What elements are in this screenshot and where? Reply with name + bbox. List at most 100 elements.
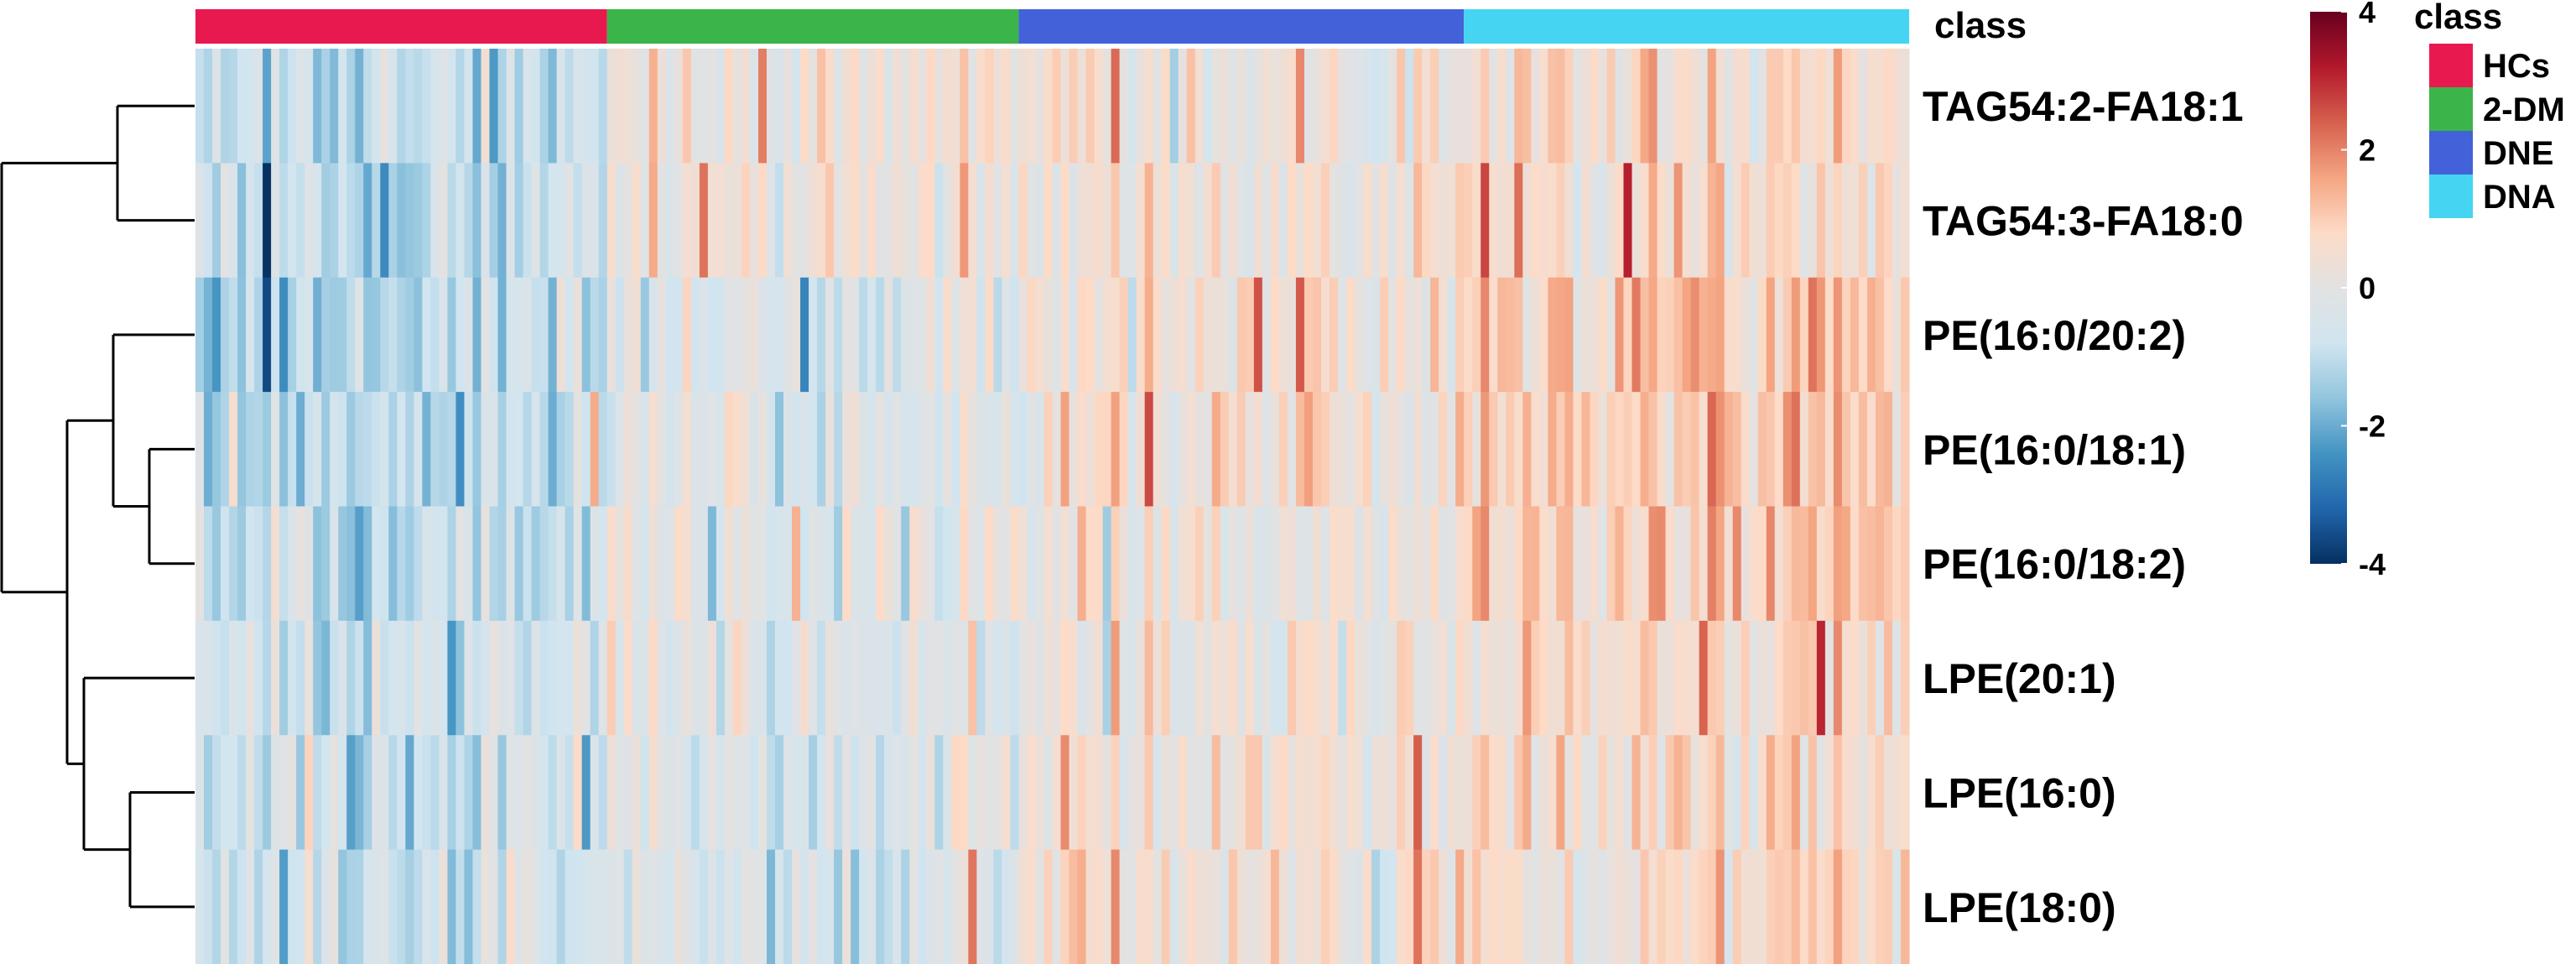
heatmap-cell — [993, 163, 1003, 279]
heatmap-cell — [1371, 735, 1381, 851]
heatmap-cell — [1304, 735, 1314, 851]
heatmap-cell — [1245, 49, 1255, 164]
heatmap-cell — [757, 506, 768, 622]
heatmap-cell — [1841, 392, 1851, 508]
heatmap-cell — [296, 735, 305, 851]
heatmap-cell — [321, 277, 330, 393]
heatmap-cell — [1169, 620, 1179, 736]
heatmap-cell — [1631, 506, 1642, 622]
heatmap-cell — [615, 849, 625, 964]
heatmap-cell — [380, 506, 389, 622]
heatmap-cell — [909, 392, 919, 508]
heatmap-cell — [859, 277, 868, 393]
heatmap-cell — [1741, 277, 1751, 393]
heatmap-cell — [1069, 506, 1079, 622]
heatmap-cell — [934, 49, 944, 164]
heatmap-cell — [1900, 49, 1910, 164]
legend-swatch — [2429, 44, 2473, 87]
heatmap-cell — [254, 849, 263, 964]
heatmap-cell — [355, 620, 364, 736]
heatmap-cell — [204, 163, 213, 279]
heatmap-cell — [229, 49, 238, 164]
heatmap-cell — [1808, 735, 1818, 851]
heatmap-cell — [1866, 163, 1876, 279]
heatmap-cell — [296, 49, 305, 164]
heatmap-cell — [1858, 277, 1868, 393]
heatmap-cell — [859, 506, 868, 622]
heatmap-cell — [1455, 849, 1465, 964]
heatmap-cell — [1615, 49, 1625, 164]
heatmap-cell — [1724, 620, 1734, 736]
heatmap-cell — [716, 849, 726, 964]
heatmap-cell — [1111, 277, 1121, 393]
heatmap-cell — [271, 49, 280, 164]
heatmap-cell — [1850, 277, 1860, 393]
heatmap-cell — [1774, 849, 1784, 964]
heatmap-cell — [1506, 735, 1515, 851]
heatmap-cell — [548, 49, 558, 164]
heatmap-cell — [615, 277, 625, 393]
heatmap-cell — [757, 277, 768, 393]
heatmap-cell — [1623, 163, 1633, 279]
heatmap-cell — [1355, 163, 1364, 279]
heatmap-cell — [749, 277, 759, 393]
heatmap-cell — [573, 392, 583, 508]
heatmap-cell — [1194, 735, 1205, 851]
heatmap-cell — [598, 49, 608, 164]
heatmap-cell — [968, 735, 977, 851]
heatmap-cell — [943, 735, 952, 851]
heatmap-cell — [1850, 506, 1860, 622]
heatmap-cell — [657, 735, 667, 851]
heatmap-cell — [1270, 849, 1280, 964]
heatmap-cell — [690, 49, 700, 164]
heatmap-cell — [1346, 620, 1356, 736]
heatmap-cell — [1035, 620, 1045, 736]
heatmap-cell — [1606, 277, 1616, 393]
heatmap-cell — [690, 392, 700, 508]
heatmap-cell — [632, 506, 642, 622]
heatmap-cell — [422, 506, 432, 622]
heatmap-cell — [834, 277, 843, 393]
heatmap-cell — [1623, 735, 1633, 851]
heatmap-cell — [1186, 163, 1196, 279]
heatmap-cell — [397, 49, 406, 164]
heatmap-cell — [1211, 277, 1221, 393]
heatmap-cell — [430, 49, 440, 164]
heatmap-cell — [1875, 620, 1885, 736]
heatmap-cell — [1119, 392, 1129, 508]
heatmap-cell — [556, 849, 566, 964]
heatmap-cell — [960, 163, 969, 279]
heatmap-cell — [1270, 392, 1280, 508]
heatmap-cell — [1548, 163, 1557, 279]
heatmap-cell — [565, 163, 575, 279]
heatmap-cell — [783, 163, 793, 279]
heatmap-cell — [1598, 163, 1608, 279]
row-label: PE(16:0/18:2) — [1923, 541, 2186, 588]
heatmap-cell — [212, 392, 221, 508]
heatmap-cell — [229, 735, 238, 851]
heatmap-cell — [985, 392, 994, 508]
heatmap-cell — [1799, 849, 1809, 964]
heatmap-cell — [229, 277, 238, 393]
heatmap-cell — [1690, 849, 1700, 964]
heatmap-cell — [1169, 735, 1179, 851]
heatmap-cell — [732, 849, 742, 964]
heatmap-cell — [749, 620, 759, 736]
heatmap-cell — [1178, 163, 1188, 279]
heatmap-cell — [279, 506, 289, 622]
heatmap-cell — [1581, 277, 1591, 393]
heatmap-cell — [1010, 277, 1020, 393]
heatmap-cell — [1715, 620, 1725, 736]
heatmap-cell — [1211, 506, 1221, 622]
heatmap-cell — [1203, 620, 1213, 736]
heatmap-cell — [598, 506, 608, 622]
heatmap-cell — [296, 163, 305, 279]
heatmap-cell — [1481, 620, 1490, 736]
heatmap-cell — [1153, 735, 1163, 851]
heatmap-cell — [1094, 849, 1104, 964]
heatmap-cell — [221, 849, 230, 964]
heatmap-cell — [732, 392, 742, 508]
heatmap-cell — [834, 392, 843, 508]
heatmap-cell — [506, 849, 516, 964]
heatmap-cell — [909, 620, 919, 736]
